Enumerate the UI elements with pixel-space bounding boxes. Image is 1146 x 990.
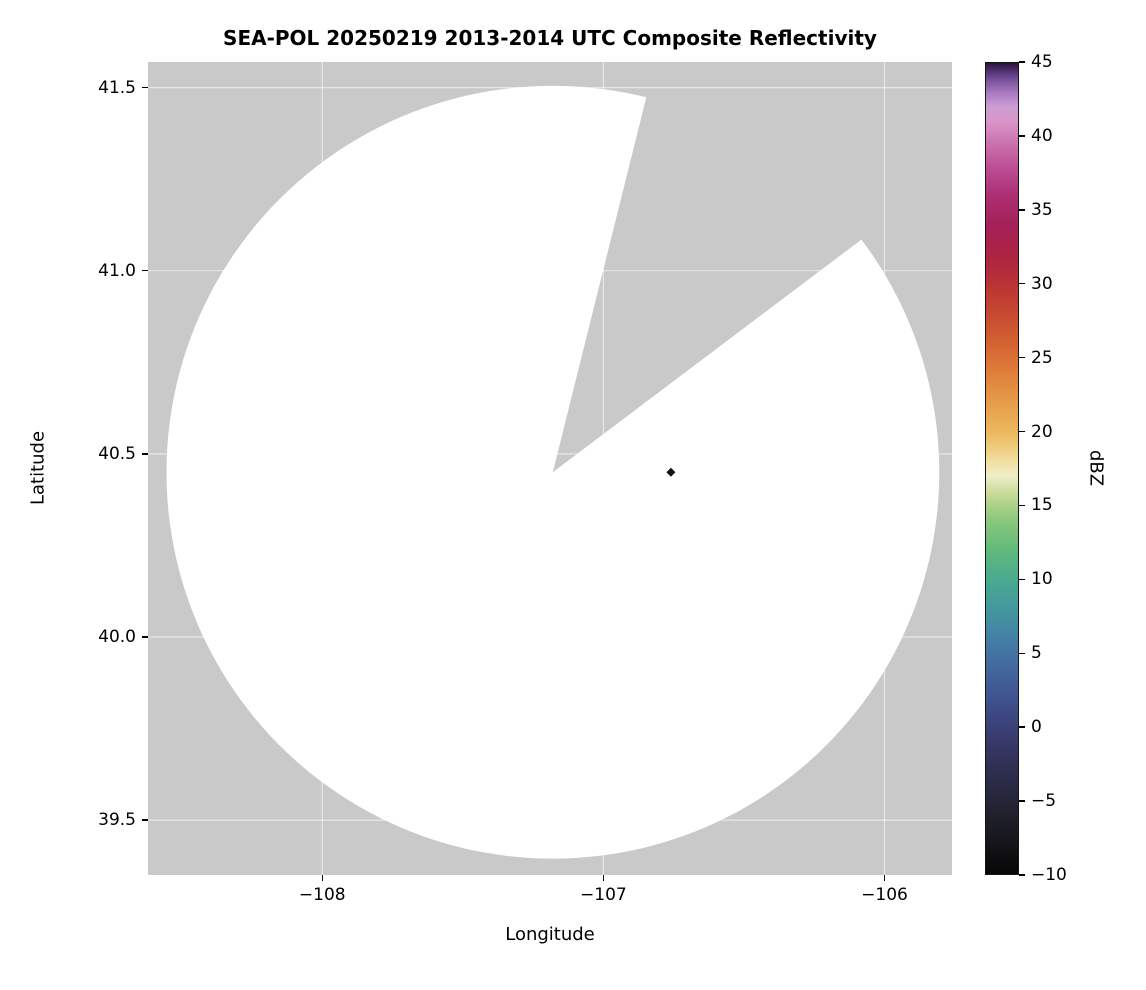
echo-marker — [666, 467, 676, 477]
colorbar-tick-mark — [1019, 430, 1025, 433]
x-tick-label: −107 — [580, 885, 627, 905]
radar-ppi-plot — [148, 62, 952, 875]
colorbar-tick-label: −5 — [1031, 791, 1057, 812]
y-tick-label: 40.0 — [98, 626, 136, 647]
x-tick-label: −106 — [861, 885, 908, 905]
colorbar-tick-mark — [1019, 652, 1025, 655]
x-tick-label: −108 — [298, 885, 346, 905]
plot-area — [148, 62, 952, 875]
colorbar-label: dBZ — [1085, 449, 1107, 487]
colorbar-tick-label: 40 — [1031, 125, 1053, 146]
colorbar-tick-label: 25 — [1031, 347, 1053, 368]
y-tick-label: 41.0 — [98, 260, 136, 281]
colorbar-tick-mark — [1019, 504, 1025, 507]
y-tick-mark — [142, 636, 148, 638]
colorbar-tick-mark — [1019, 135, 1025, 137]
y-tick-label: 39.5 — [98, 810, 136, 831]
colorbar-tick-mark — [1019, 209, 1025, 211]
colorbar-tick-mark — [1019, 356, 1025, 359]
colorbar-tick-label: 35 — [1031, 199, 1053, 220]
radar-coverage-area — [166, 85, 940, 859]
y-axis-label: Latitude — [27, 430, 49, 506]
colorbar-tick-label: 10 — [1031, 569, 1053, 590]
x-tick-mark — [321, 875, 324, 881]
x-axis-label: Longitude — [505, 924, 595, 945]
colorbar — [985, 62, 1019, 875]
y-tick-mark — [142, 86, 148, 89]
y-tick-mark — [142, 269, 148, 272]
colorbar-tick-mark — [1019, 874, 1025, 876]
colorbar-tick-mark — [1019, 800, 1025, 802]
colorbar-tick-label: 0 — [1031, 717, 1042, 738]
y-tick-mark — [142, 453, 148, 455]
colorbar-tick-label: −10 — [1031, 865, 1067, 885]
colorbar-tick-label: 45 — [1031, 52, 1053, 72]
y-tick-label: 41.5 — [98, 77, 136, 98]
colorbar-tick-label: 5 — [1031, 643, 1042, 664]
colorbar-tick-mark — [1019, 282, 1025, 285]
colorbar-tick-label: 20 — [1031, 421, 1053, 442]
colorbar-tick-mark — [1019, 578, 1025, 581]
x-tick-mark — [602, 875, 605, 881]
colorbar-tick-mark — [1019, 61, 1025, 63]
colorbar-tick-label: 30 — [1031, 273, 1053, 294]
x-tick-mark — [883, 875, 886, 881]
colorbar-tick-label: 15 — [1031, 495, 1053, 516]
y-tick-mark — [142, 819, 148, 821]
y-tick-label: 40.5 — [98, 443, 136, 464]
chart-title: SEA-POL 20250219 2013-2014 UTC Composite… — [223, 26, 877, 50]
colorbar-tick-mark — [1019, 726, 1025, 728]
